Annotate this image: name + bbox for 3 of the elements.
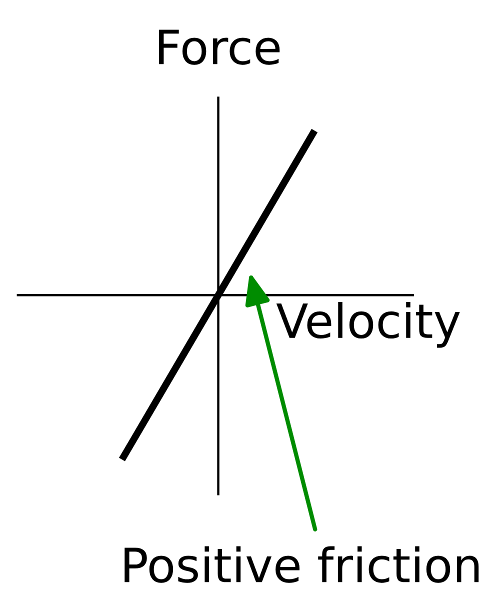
y-axis-title: Force	[159, 30, 280, 65]
x-axis-title: Velocity	[276, 302, 460, 348]
text: Positive friction	[124, 546, 479, 583]
